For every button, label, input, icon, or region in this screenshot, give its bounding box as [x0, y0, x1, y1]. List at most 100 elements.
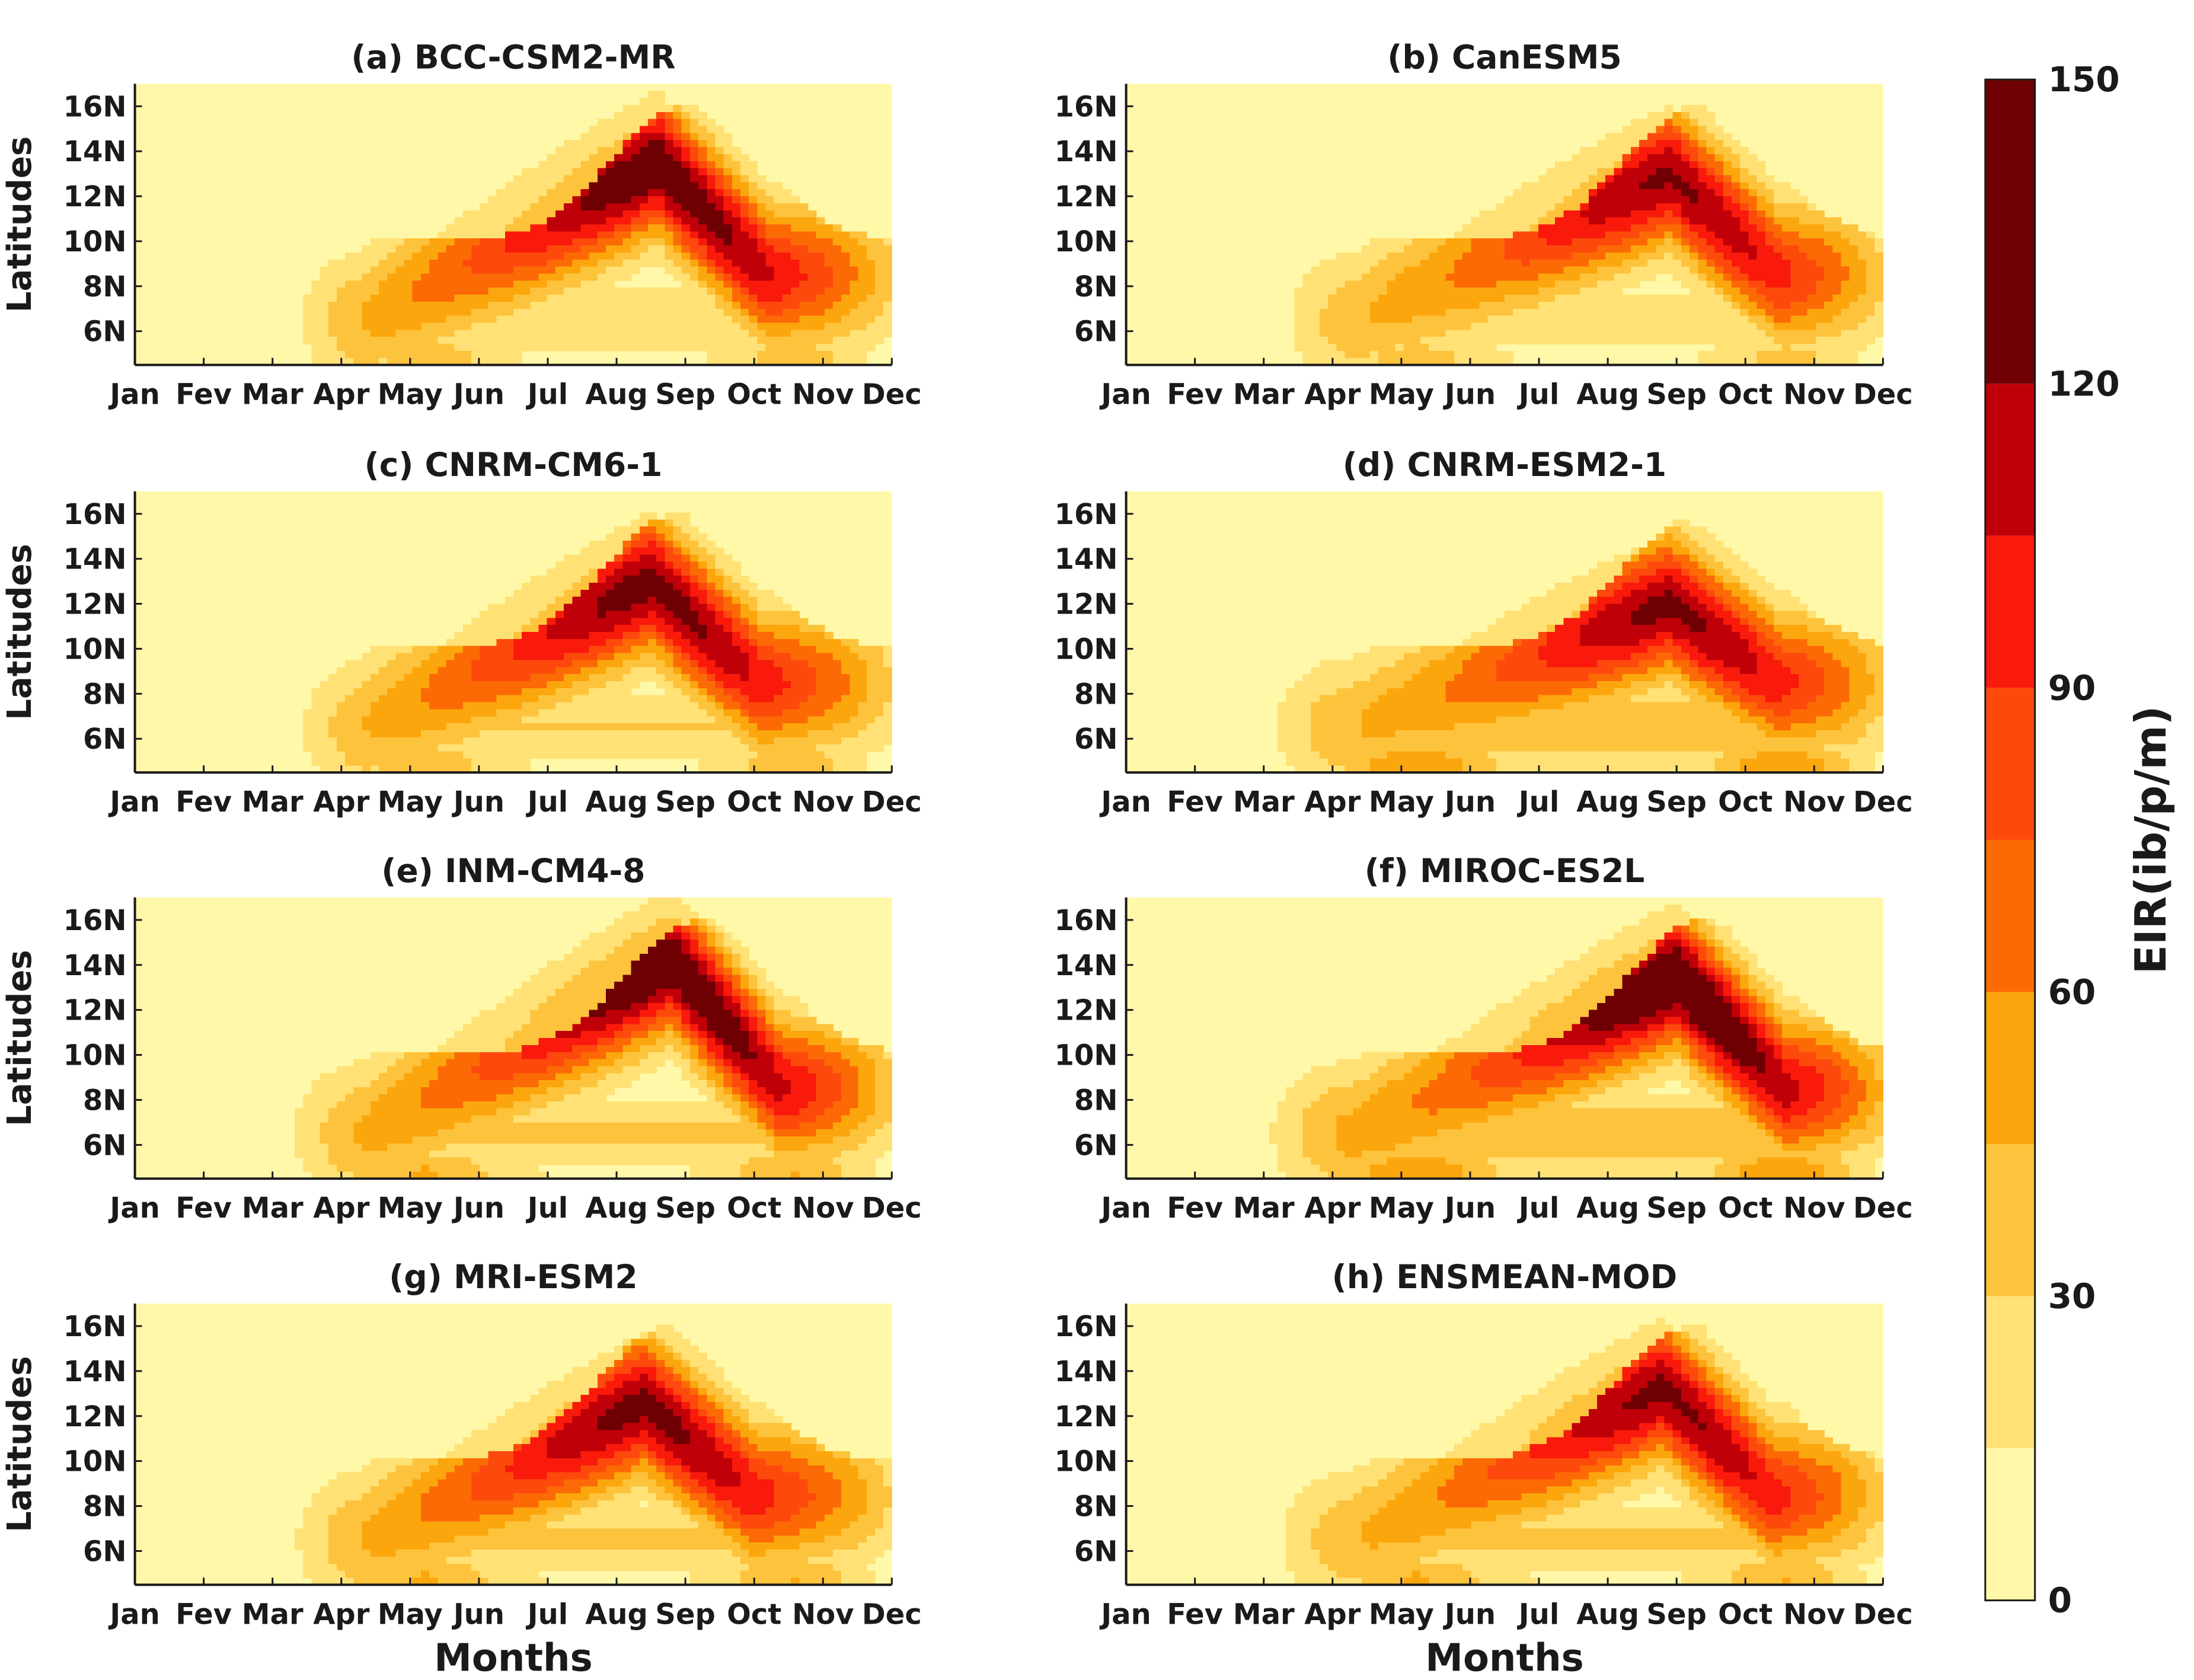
- heatmap-cell: [597, 231, 606, 239]
- heatmap-cell: [1395, 259, 1404, 267]
- heatmap-cell: [1588, 266, 1598, 274]
- heatmap-cell: [1546, 337, 1556, 344]
- heatmap-cell: [404, 695, 413, 703]
- heatmap-cell: [1521, 203, 1531, 211]
- heatmap-cell: [471, 322, 481, 331]
- heatmap-cell: [1378, 322, 1388, 331]
- heatmap-cell: [412, 330, 421, 338]
- heatmap-cell: [597, 646, 606, 654]
- heatmap-cell: [1857, 273, 1867, 282]
- heatmap-cell: [496, 646, 506, 654]
- heatmap-cell: [647, 295, 657, 302]
- heatmap-cell: [1420, 330, 1430, 338]
- heatmap-cell: [647, 716, 657, 724]
- heatmap-cell: [622, 295, 632, 302]
- heatmap-cell: [1799, 280, 1808, 288]
- heatmap-cell: [866, 252, 876, 260]
- heatmap-cell: [564, 681, 573, 689]
- heatmap-cell: [1521, 259, 1531, 267]
- heatmap-cell: [564, 330, 573, 338]
- heatmap-cell: [824, 723, 833, 731]
- heatmap-cell: [1782, 308, 1791, 317]
- heatmap-cell: [883, 245, 893, 253]
- heatmap-cell: [807, 210, 817, 218]
- heatmap-cell: [580, 322, 590, 331]
- heatmap-cell: [816, 295, 825, 302]
- heatmap-cell: [740, 765, 749, 773]
- heatmap-cell: [824, 688, 833, 696]
- heatmap-cell: [1698, 322, 1707, 331]
- heatmap-cell: [1572, 238, 1581, 246]
- heatmap-cell: [874, 322, 884, 331]
- heatmap-cell: [1664, 231, 1674, 239]
- heatmap-cell: [429, 357, 439, 366]
- heatmap-cell: [564, 576, 573, 583]
- heatmap-cell: [681, 337, 691, 344]
- heatmap-cell: [1353, 273, 1362, 282]
- heatmap-cell: [807, 674, 817, 682]
- heatmap-cell: [454, 758, 464, 766]
- heatmap-cell: [1773, 295, 1783, 302]
- heatmap-cell: [1361, 295, 1371, 302]
- heatmap-cell: [665, 245, 674, 253]
- heatmap-cell: [698, 589, 708, 598]
- heatmap-cell: [1378, 238, 1388, 246]
- heatmap-cell: [480, 723, 489, 731]
- heatmap-cell: [1555, 330, 1564, 338]
- heatmap-cell: [320, 723, 329, 731]
- heatmap-cell: [496, 301, 506, 309]
- heatmap-cell: [841, 350, 851, 359]
- heatmap-cell: [429, 653, 439, 661]
- heatmap-cell: [614, 695, 624, 703]
- heatmap-cell: [765, 322, 775, 331]
- heatmap-cell: [471, 238, 481, 246]
- heatmap-cell: [471, 231, 481, 239]
- heatmap-cell: [496, 238, 506, 246]
- heatmap-cell: [1462, 259, 1472, 267]
- heatmap-cell: [387, 765, 397, 773]
- heatmap-cell: [454, 723, 464, 731]
- heatmap-cell: [429, 245, 439, 253]
- heatmap-cell: [1378, 245, 1388, 253]
- heatmap-cell: [1765, 330, 1774, 338]
- heatmap-cell: [799, 266, 809, 274]
- heatmap-cell: [665, 681, 674, 689]
- heatmap-cell: [622, 618, 632, 625]
- heatmap-cell: [1622, 154, 1631, 162]
- heatmap-cell: [1471, 295, 1480, 302]
- heatmap-cell: [757, 695, 767, 703]
- heatmap-cell: [1639, 301, 1648, 309]
- heatmap-cell: [850, 295, 859, 302]
- heatmap-cell: [504, 618, 514, 625]
- heatmap-cell: [547, 196, 556, 204]
- heatmap-cell: [353, 266, 363, 274]
- heatmap-cell: [547, 596, 556, 605]
- heatmap-cell: [1740, 224, 1749, 232]
- heatmap-cell: [707, 175, 716, 183]
- heatmap-cell: [1513, 196, 1522, 204]
- heatmap-cell: [799, 695, 809, 703]
- heatmap-cell: [715, 288, 724, 295]
- heatmap-cell: [1815, 288, 1825, 295]
- heatmap-cell: [656, 203, 666, 211]
- heatmap-cell: [689, 603, 699, 612]
- x-tick-label: Nov: [1783, 378, 1845, 411]
- heatmap-cell: [370, 681, 379, 689]
- heatmap-cell: [824, 758, 833, 766]
- heatmap-cell: [1521, 252, 1531, 260]
- heatmap-cell: [1698, 301, 1707, 309]
- heatmap-cell: [749, 266, 758, 274]
- heatmap-cell: [1664, 210, 1674, 218]
- heatmap-cell: [1841, 344, 1850, 352]
- heatmap-cell: [454, 238, 464, 246]
- heatmap-cell: [614, 330, 624, 338]
- heatmap-cell: [589, 723, 598, 731]
- heatmap-cell: [1336, 266, 1346, 274]
- heatmap-cell: [1681, 196, 1690, 204]
- heatmap-cell: [1395, 252, 1404, 260]
- heatmap-cell: [698, 315, 708, 324]
- heatmap-cell: [1471, 337, 1480, 344]
- heatmap-cell: [606, 147, 615, 155]
- heatmap-cell: [538, 723, 548, 731]
- heatmap-cell: [673, 189, 682, 197]
